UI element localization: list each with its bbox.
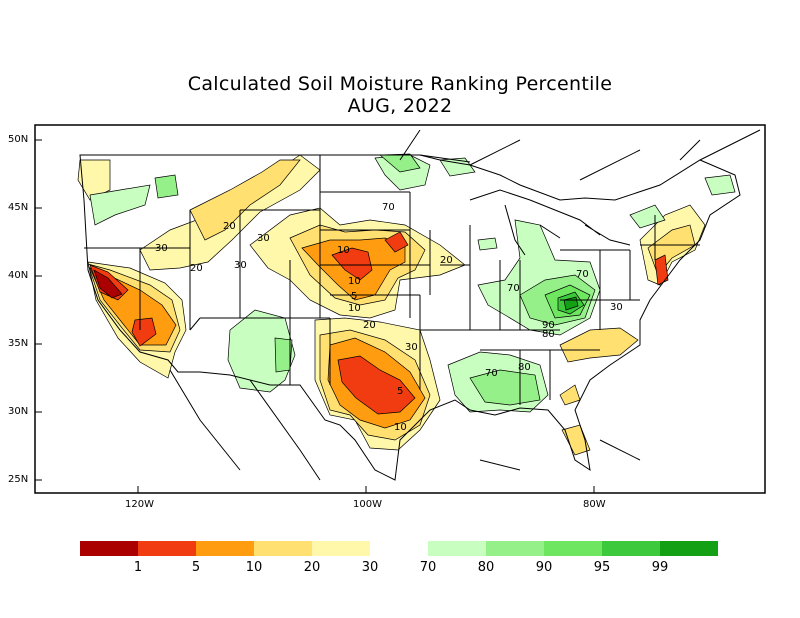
legend-label: 70 <box>419 560 437 575</box>
contour-label: 30 <box>234 260 247 271</box>
legend-swatch <box>254 541 312 556</box>
dry-region-northeast-5 <box>654 254 669 286</box>
state-lines-west <box>84 155 330 385</box>
state-lines-east <box>480 215 700 405</box>
wet-region-maine <box>704 174 736 196</box>
contour-label: 20 <box>363 320 376 331</box>
contour-label: 10 <box>337 245 350 256</box>
wet-region-dakota-80 <box>379 153 421 173</box>
legend-label: 95 <box>593 560 611 575</box>
wet-region-idaho <box>154 174 179 199</box>
map-frame <box>34 124 766 494</box>
legend-swatch <box>196 541 254 556</box>
contour-label: 90 <box>542 320 555 331</box>
lat-label: 35N <box>8 338 29 349</box>
us-outline <box>79 154 741 481</box>
contour-label: 5 <box>397 386 403 397</box>
lat-label: 50N <box>8 134 29 145</box>
contour-label: 10 <box>348 276 361 287</box>
wet-region-newengland <box>629 204 666 229</box>
dry-region-georgia <box>559 384 581 406</box>
contour-label: 70 <box>576 269 589 280</box>
contour-label: 10 <box>348 303 361 314</box>
contour-label: 70 <box>382 202 395 213</box>
legend-swatch <box>486 541 544 556</box>
dry-region-carolinas <box>559 327 639 363</box>
wet-region-southwest-80 <box>274 337 293 373</box>
legend-label: 80 <box>477 560 495 575</box>
legend-label: 1 <box>133 560 143 575</box>
legend-swatch <box>312 541 370 556</box>
contour-label: 10 <box>394 422 407 433</box>
legend-label: 30 <box>361 560 379 575</box>
dry-region-plains-5 <box>331 247 373 281</box>
contour-label: 30 <box>610 302 623 313</box>
percentile-regions <box>77 153 736 456</box>
legend-label: 99 <box>651 560 669 575</box>
legend-swatch <box>428 541 486 556</box>
lat-label: 45N <box>8 202 29 213</box>
lat-label: 30N <box>8 406 29 417</box>
dry-region-plains-5b <box>384 231 409 253</box>
axis-ticks <box>35 139 595 493</box>
contour-label: 30 <box>257 233 270 244</box>
canada-border <box>85 154 471 163</box>
wet-region-greatlakes <box>439 157 476 177</box>
contour-label: 20 <box>223 221 236 232</box>
contour-label: 20 <box>440 255 453 266</box>
great-lakes <box>469 189 631 256</box>
contour-label: 5 <box>351 291 357 302</box>
legend-swatch <box>138 541 196 556</box>
wet-region-south-80 <box>469 369 541 406</box>
legend-swatch <box>602 541 660 556</box>
contour-label: 70 <box>507 283 520 294</box>
lat-label: 40N <box>8 270 29 281</box>
contour-label: 20 <box>190 263 203 274</box>
contour-label: 80 <box>542 329 555 340</box>
legend-swatch <box>544 541 602 556</box>
lon-label: 100W <box>353 499 382 510</box>
dry-region-california-1 <box>93 269 123 299</box>
contour-label: 80 <box>518 362 531 373</box>
mexico-lines <box>169 369 641 481</box>
legend-label: 90 <box>535 560 553 575</box>
lat-label: 25N <box>8 474 29 485</box>
contour-label: 70 <box>485 368 498 379</box>
legend-swatch <box>660 541 718 556</box>
dry-region-montana <box>189 159 301 241</box>
dry-region-texas-5 <box>337 355 416 415</box>
canada-lines <box>399 129 761 181</box>
contour-label: 30 <box>405 342 418 353</box>
legend-label: 10 <box>245 560 263 575</box>
geography-lines <box>79 129 761 481</box>
state-lines-central <box>320 191 480 390</box>
contour-label: 30 <box>155 243 168 254</box>
contour-labels: 70 20 30 10 30 20 30 20 10 5 10 20 30 5 … <box>155 202 623 433</box>
legend-label: 5 <box>191 560 201 575</box>
lon-label: 120W <box>125 499 154 510</box>
dry-region-socal-5 <box>131 317 157 347</box>
legend-swatch <box>80 541 138 556</box>
wet-region-washington <box>89 184 151 226</box>
dry-region-florida <box>561 424 591 456</box>
wet-region-michigan <box>477 237 498 251</box>
map-title: Calculated Soil Moisture Ranking Percent… <box>187 73 613 95</box>
legend-label: 20 <box>303 560 321 575</box>
lon-label: 80W <box>583 499 606 510</box>
map-date: AUG, 2022 <box>347 95 453 117</box>
